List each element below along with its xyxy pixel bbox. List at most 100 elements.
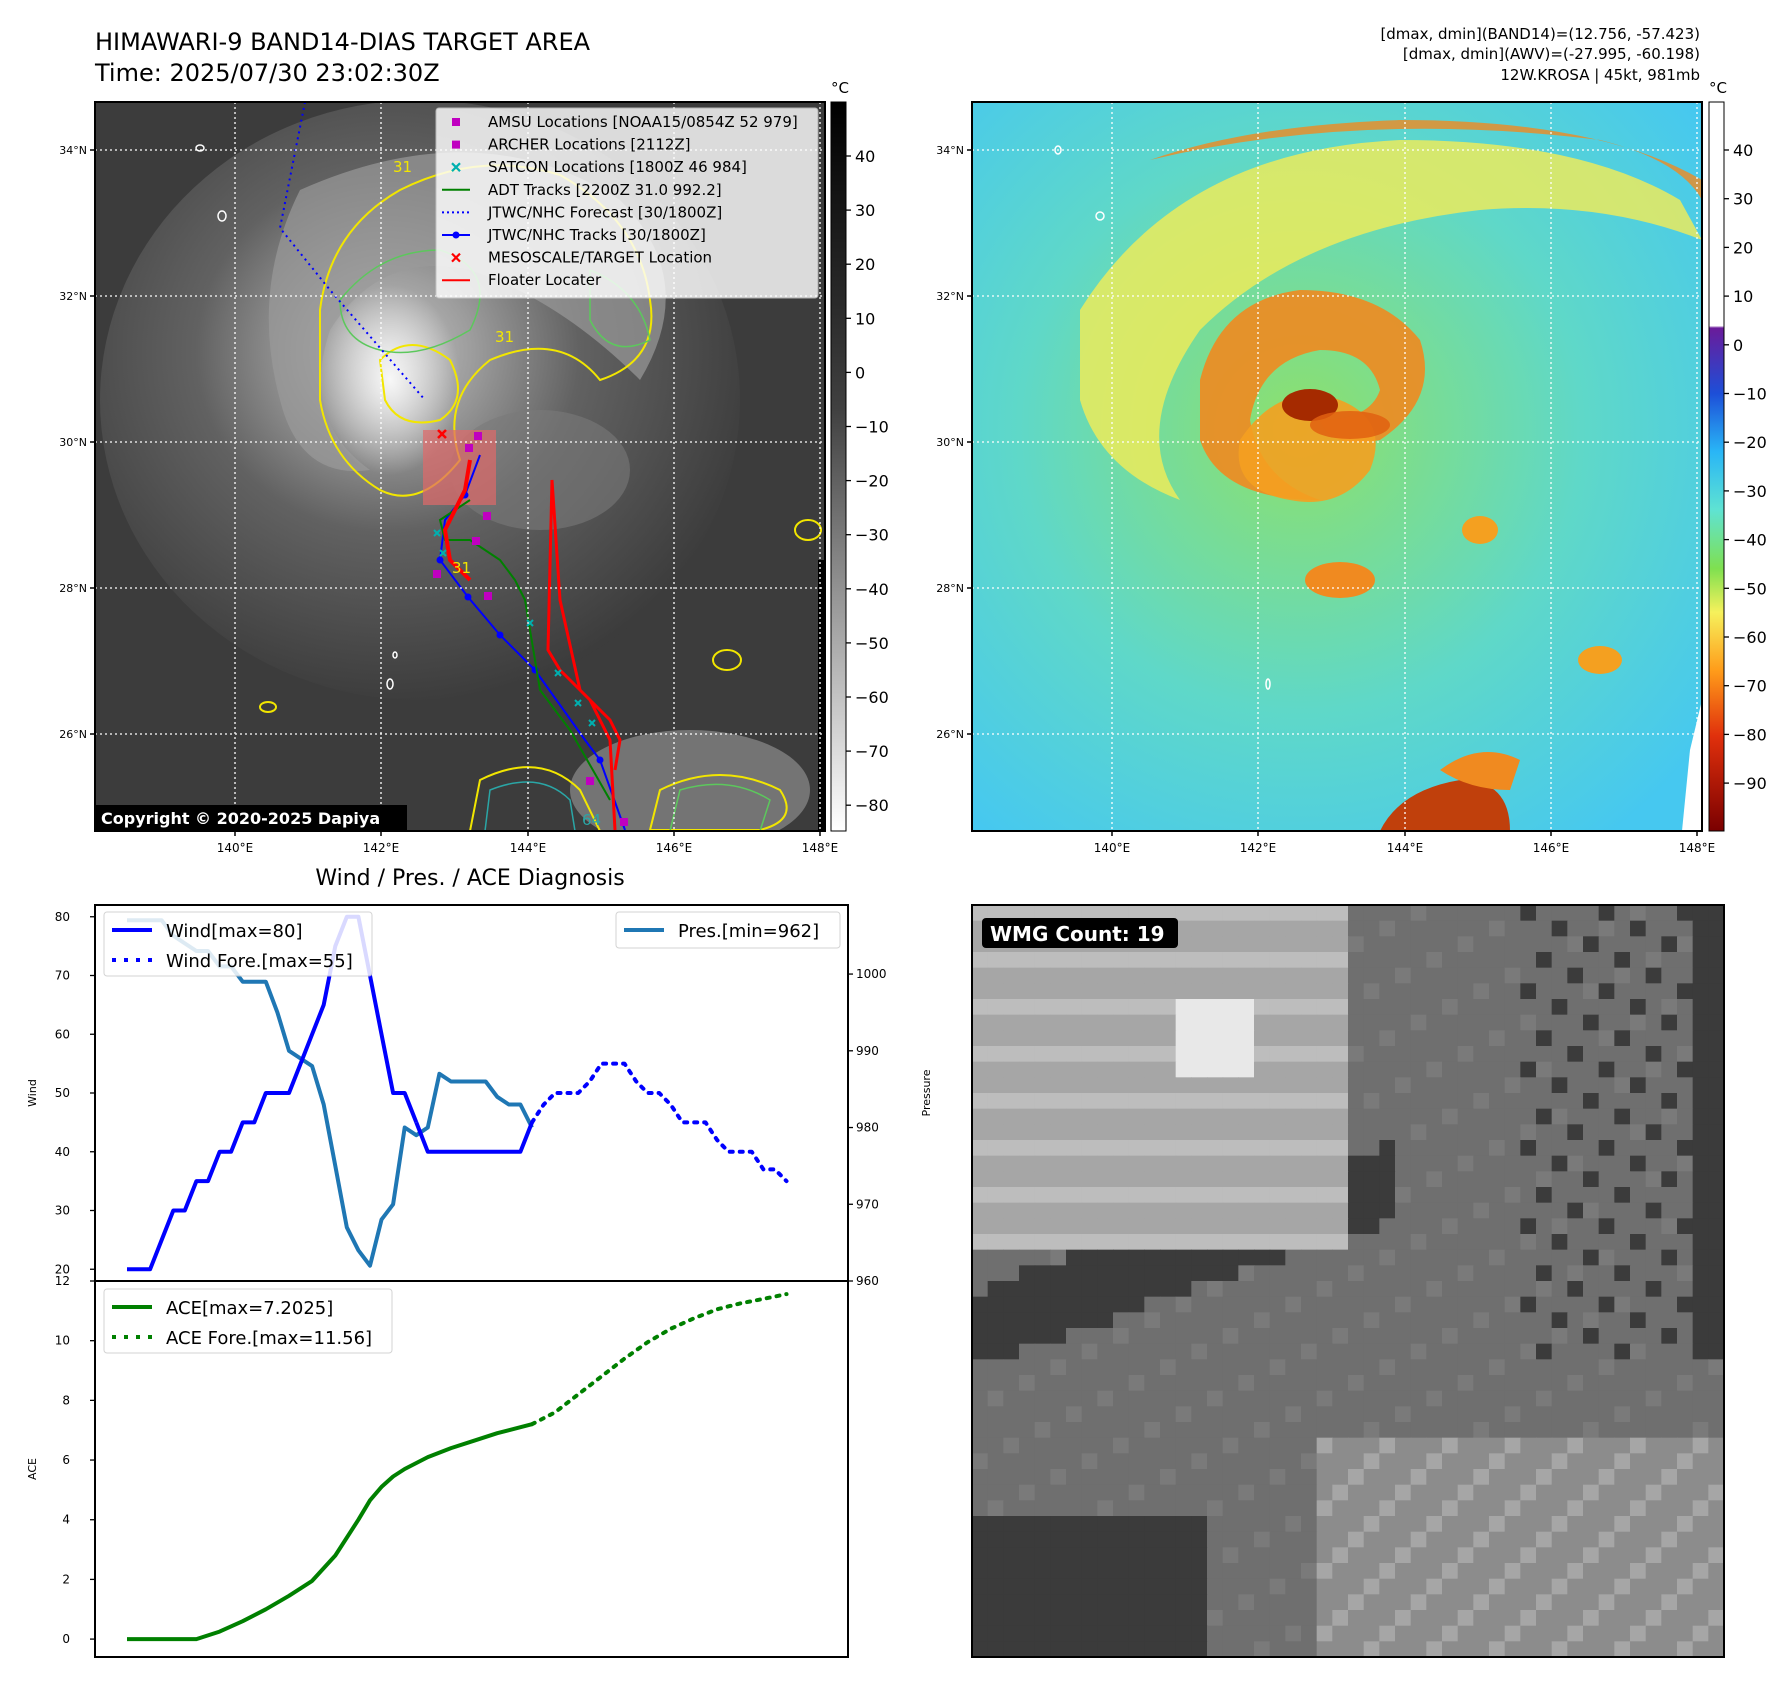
wmg-cell xyxy=(1285,1453,1302,1470)
wmg-cell xyxy=(1614,1108,1631,1125)
wmg-cell xyxy=(1442,1469,1459,1486)
wmg-cell xyxy=(1395,1093,1412,1110)
wmg-cell xyxy=(1316,1563,1333,1580)
wmg-cell xyxy=(1175,1641,1192,1658)
wmg-cell xyxy=(1379,1202,1396,1219)
wmg-cell xyxy=(1583,1610,1600,1627)
wmg-cell xyxy=(1379,1140,1396,1157)
wmg-cell xyxy=(1692,1375,1709,1392)
wmg-cell xyxy=(1457,1296,1474,1313)
wmg-cell xyxy=(1254,1093,1271,1110)
wmg-cell xyxy=(1520,1500,1537,1517)
wmg-cell xyxy=(1661,1359,1678,1376)
wmg-cell xyxy=(1175,1030,1192,1047)
wmg-cell xyxy=(1207,1108,1224,1125)
wmg-cell xyxy=(1175,1202,1192,1219)
wmg-cell xyxy=(1301,1578,1318,1595)
wmg-cell xyxy=(1395,1406,1412,1423)
wmg-cell xyxy=(1379,1641,1396,1658)
wmg-cell xyxy=(1457,1453,1474,1470)
wmg-cell xyxy=(1692,1108,1709,1125)
wmg-cell xyxy=(1520,1124,1537,1141)
wmg-cell xyxy=(1598,920,1615,937)
wmg-cell xyxy=(1536,999,1553,1016)
wmg-cell xyxy=(1395,1359,1412,1376)
wmg-cell xyxy=(1034,1312,1051,1329)
wmg-cell xyxy=(1645,1108,1662,1125)
wmg-cell xyxy=(1363,1563,1380,1580)
wmg-cell xyxy=(1363,1249,1380,1266)
wmg-cell xyxy=(1175,1171,1192,1188)
wmg-cell xyxy=(1692,1218,1709,1235)
wmg-cell xyxy=(1348,1030,1365,1047)
wmg-cell xyxy=(1144,1516,1161,1533)
wmg-cell xyxy=(1645,1061,1662,1078)
wmg-cell xyxy=(972,1030,989,1047)
wmg-cell xyxy=(1332,1061,1349,1078)
wmg-cell xyxy=(1160,1375,1177,1392)
wmg-cell xyxy=(1238,1547,1255,1564)
wmg-cell xyxy=(1128,1641,1145,1658)
wmg-cell xyxy=(1050,999,1067,1016)
wmg-cell xyxy=(1207,1610,1224,1627)
wmg-cell xyxy=(1332,1531,1349,1548)
wmg-cell xyxy=(1285,1155,1302,1172)
wmg-cell xyxy=(1191,999,1208,1016)
wmg-cell xyxy=(1003,1594,1020,1611)
wmg-cell xyxy=(1113,999,1130,1016)
wmg-cell xyxy=(1285,1328,1302,1345)
wmg-cell xyxy=(1489,1578,1506,1595)
wmg-cell xyxy=(1081,1218,1098,1235)
wmg-cell xyxy=(972,1249,989,1266)
wmg-cell xyxy=(987,1218,1004,1235)
wmg-cell xyxy=(972,1281,989,1298)
wmg-cell xyxy=(1066,1218,1083,1235)
wmg-cell xyxy=(1630,1484,1647,1501)
wmg-cell xyxy=(1254,1563,1271,1580)
wmg-cell xyxy=(1128,1077,1145,1094)
wmg-cell xyxy=(1019,1500,1036,1517)
wmg-cell xyxy=(1113,1046,1130,1063)
wmg-cell xyxy=(1504,1641,1521,1658)
wmg-cell xyxy=(1410,1484,1427,1501)
wmg-cell xyxy=(1395,1265,1412,1282)
wmg-cell xyxy=(1504,1625,1521,1642)
wmg-cell xyxy=(1551,983,1568,1000)
wmg-cell xyxy=(1551,1516,1568,1533)
wmg-cell xyxy=(1677,920,1694,937)
wmg-cell xyxy=(1395,1453,1412,1470)
wmg-cell xyxy=(1661,1547,1678,1564)
wmg-cell xyxy=(1598,1155,1615,1172)
wmg-cell xyxy=(1551,1140,1568,1157)
wmg-cell xyxy=(1175,1108,1192,1125)
wmg-cell xyxy=(1269,1500,1286,1517)
wmg-cell xyxy=(1332,1469,1349,1486)
wmg-cell xyxy=(1003,1390,1020,1407)
wmg-cell xyxy=(1269,1406,1286,1423)
wmg-cell xyxy=(1003,1625,1020,1642)
wmg-cell xyxy=(1661,1516,1678,1533)
wmg-cell xyxy=(1551,1641,1568,1658)
wmg-cell xyxy=(1661,1406,1678,1423)
wmg-cell xyxy=(1269,1281,1286,1298)
wmg-cell xyxy=(1645,1484,1662,1501)
wmg-cell xyxy=(1128,1030,1145,1047)
wmg-cell xyxy=(1520,1202,1537,1219)
wmg-cell xyxy=(1066,983,1083,1000)
wmg-cell xyxy=(1316,967,1333,984)
wmg-cell xyxy=(1363,905,1380,922)
wmg-cell xyxy=(972,905,989,922)
wmg-cell xyxy=(1520,1484,1537,1501)
wmg-cell xyxy=(1175,967,1192,984)
wmg-cell xyxy=(1066,1406,1083,1423)
y-tick-label: 12 xyxy=(55,1274,70,1288)
series-line-windforemax xyxy=(530,1061,789,1184)
wmg-cell xyxy=(1520,1218,1537,1235)
wmg-cell xyxy=(1489,936,1506,953)
wmg-cell xyxy=(1504,1218,1521,1235)
wmg-cell xyxy=(1034,1108,1051,1125)
wmg-cell xyxy=(1191,1359,1208,1376)
wmg-cell xyxy=(1567,1202,1584,1219)
wmg-cell xyxy=(1395,1171,1412,1188)
wmg-cell xyxy=(1614,1359,1631,1376)
